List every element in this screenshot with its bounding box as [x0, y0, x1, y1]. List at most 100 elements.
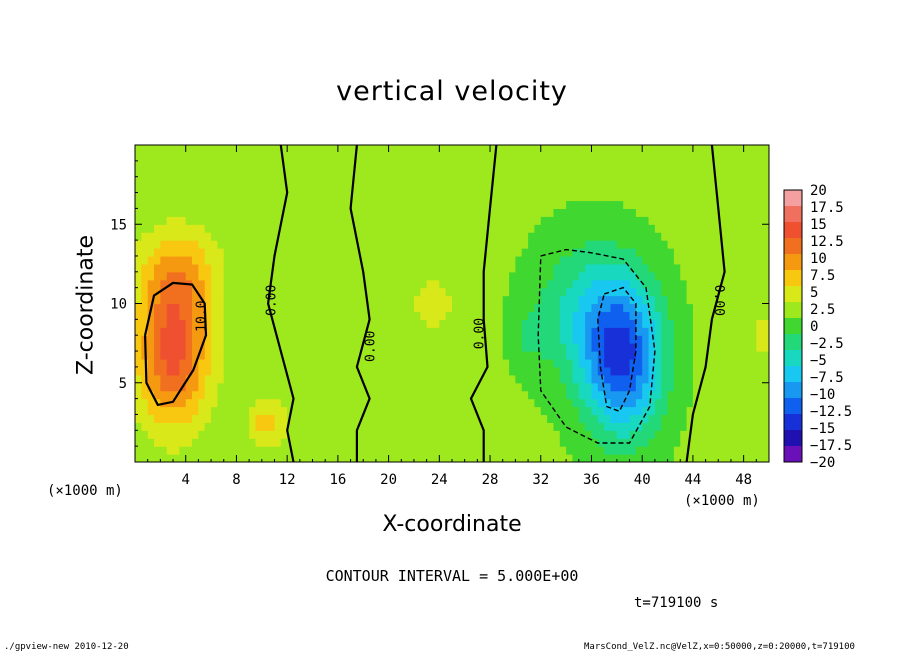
heatmap-cell	[762, 446, 769, 455]
heatmap-cell	[509, 295, 516, 305]
heatmap-cell	[249, 232, 257, 241]
heatmap-cell	[464, 263, 472, 273]
heatmap-cell	[261, 295, 269, 305]
heatmap-cell	[375, 232, 383, 241]
heatmap-cell	[559, 311, 567, 320]
heatmap-cell	[230, 430, 238, 439]
heatmap-cell	[762, 390, 769, 400]
heatmap-cell	[585, 422, 593, 431]
heatmap-cell	[686, 263, 694, 273]
heatmap-cell	[490, 303, 497, 313]
heatmap-cell	[160, 152, 168, 162]
heatmap-cell	[192, 168, 199, 178]
heatmap-cell	[217, 390, 225, 400]
heatmap-cell	[413, 319, 421, 328]
heatmap-cell	[141, 168, 149, 178]
heatmap-cell	[578, 398, 586, 408]
heatmap-cell	[730, 200, 738, 209]
heatmap-cell	[375, 319, 383, 328]
heatmap-cell	[477, 232, 485, 241]
heatmap-cell	[737, 438, 745, 447]
heatmap-cell	[623, 422, 631, 431]
heatmap-cell	[477, 303, 485, 313]
heatmap-cell	[515, 145, 523, 154]
heatmap-cell	[553, 335, 561, 344]
heatmap-cell	[756, 145, 764, 154]
heatmap-cell	[496, 430, 504, 439]
heatmap-cell	[211, 168, 219, 178]
heatmap-cell	[375, 438, 383, 447]
heatmap-cell	[318, 351, 326, 360]
heatmap-cell	[135, 319, 142, 328]
heatmap-cell	[762, 351, 769, 360]
heatmap-cell	[249, 382, 257, 392]
heatmap-cell	[375, 255, 383, 265]
colorbar-label: −2.5	[810, 336, 844, 352]
heatmap-cell	[547, 327, 555, 336]
heatmap-cell	[452, 208, 459, 217]
heatmap-cell	[718, 152, 726, 162]
heatmap-cell	[350, 287, 358, 297]
heatmap-cell	[629, 438, 637, 447]
heatmap-cell	[217, 454, 225, 462]
heatmap-cell	[331, 232, 339, 241]
heatmap-cell	[242, 406, 250, 416]
heatmap-cell	[135, 358, 142, 368]
heatmap-cell	[604, 216, 612, 225]
heatmap-cell	[547, 438, 555, 447]
heatmap-cell	[496, 232, 504, 241]
heatmap-cell	[135, 279, 142, 289]
heatmap-cell	[337, 327, 345, 336]
heatmap-cell	[692, 335, 700, 344]
heatmap-cell	[509, 311, 516, 320]
heatmap-cell	[350, 327, 358, 336]
heatmap-cell	[654, 438, 662, 447]
heatmap-cell	[597, 390, 605, 400]
heatmap-cell	[344, 248, 352, 257]
heatmap-cell	[762, 382, 769, 392]
heatmap-cell	[515, 438, 523, 447]
heatmap-cell	[242, 343, 250, 352]
heatmap-cell	[572, 200, 580, 209]
heatmap-cell	[249, 319, 257, 328]
heatmap-cell	[654, 279, 662, 289]
heatmap-cell	[730, 351, 738, 360]
heatmap-cell	[401, 152, 409, 162]
heatmap-cell	[242, 422, 250, 431]
heatmap-cell	[382, 351, 390, 360]
heatmap-cell	[160, 255, 168, 265]
heatmap-cell	[711, 295, 719, 305]
heatmap-cell	[280, 446, 288, 455]
heatmap-cell	[420, 311, 428, 320]
heatmap-cell	[204, 240, 212, 249]
heatmap-cell	[242, 145, 250, 154]
heatmap-cell	[337, 430, 345, 439]
heatmap-cell	[350, 263, 358, 273]
heatmap-cell	[236, 327, 244, 336]
heatmap-cell	[483, 145, 491, 154]
heatmap-cell	[432, 240, 440, 249]
heatmap-cell	[458, 192, 466, 202]
heatmap-cell	[528, 454, 536, 462]
heatmap-cell	[667, 145, 675, 154]
heatmap-cell	[413, 398, 421, 408]
heatmap-cell	[642, 406, 650, 416]
heatmap-cell	[312, 248, 320, 257]
heatmap-cell	[623, 168, 631, 178]
heatmap-cell	[686, 176, 694, 186]
heatmap-cell	[724, 263, 732, 273]
heatmap-cell	[743, 271, 751, 281]
heatmap-cell	[616, 271, 624, 281]
heatmap-cell	[648, 366, 656, 376]
heatmap-cell	[648, 248, 656, 257]
heatmap-cell	[413, 160, 421, 170]
heatmap-cell	[337, 168, 345, 178]
heatmap-cell	[743, 438, 751, 447]
heatmap-cell	[135, 414, 142, 423]
heatmap-cell	[604, 160, 612, 170]
heatmap-cell	[464, 382, 472, 392]
heatmap-cell	[173, 446, 180, 455]
heatmap-cell	[654, 446, 662, 455]
heatmap-cell	[242, 271, 250, 281]
heatmap-cell	[350, 366, 358, 376]
